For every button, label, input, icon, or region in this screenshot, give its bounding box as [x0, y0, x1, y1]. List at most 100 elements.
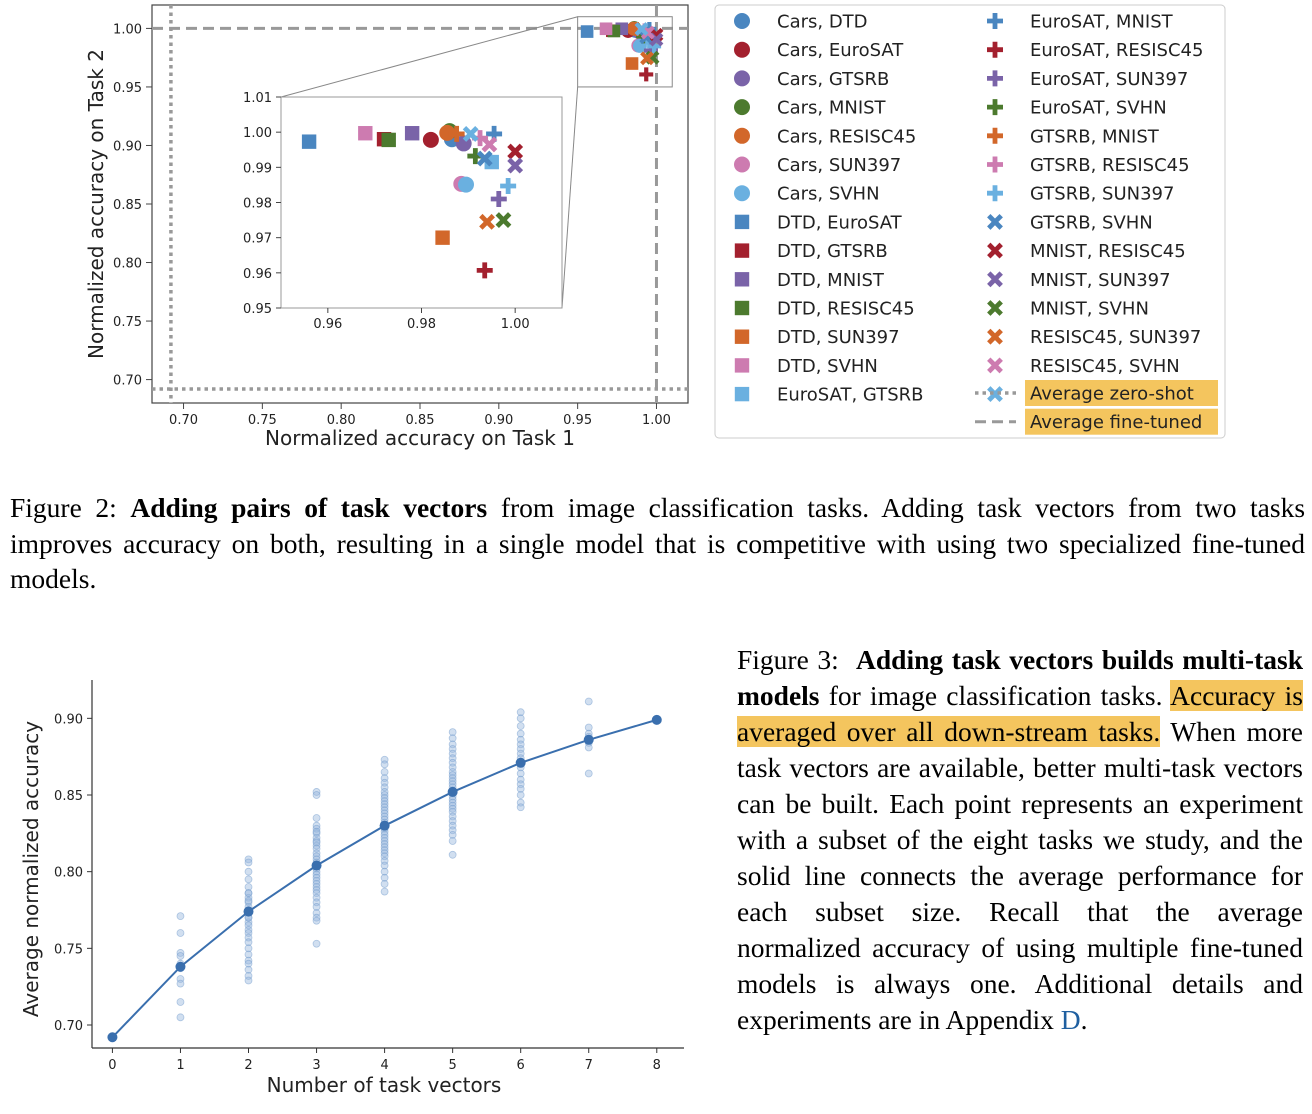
experiment-point — [380, 809, 389, 818]
x-tick-label: 1.00 — [642, 413, 671, 428]
average-point — [311, 860, 322, 871]
experiment-point — [380, 768, 389, 776]
x-tick-label: 0 — [108, 1058, 116, 1073]
y-tick-label: 0.75 — [113, 315, 142, 330]
experiment-point — [380, 846, 389, 855]
data-point — [625, 57, 639, 70]
legend: Cars, DTD Cars, EuroSAT Cars, GTSRB Cars, M… — [714, 4, 1226, 439]
x-tick-label: 1 — [176, 1058, 184, 1073]
scatter-inset-plot: 0.96 0.98 1.00 0.95 0.96 0.97 0.98 0.99 1.00 1.01 — [243, 16, 579, 332]
experiment-point — [380, 834, 389, 842]
legend-marker — [734, 214, 750, 230]
legend-label: DTD, EuroSAT — [777, 212, 903, 233]
experiment-point — [312, 788, 321, 796]
inset-data-point — [495, 212, 512, 229]
legend-box — [714, 4, 1226, 439]
experiment-point — [244, 858, 253, 867]
inset-y-tick-label: 0.98 — [243, 197, 272, 212]
data-point — [629, 21, 644, 36]
figure-3: 0 1 2 3 4 5 6 7 8 0.70 0.75 0.80 0.85 0.90 Number of t… — [19, 680, 684, 1097]
inset-data-point — [448, 125, 465, 142]
experiment-point — [312, 821, 321, 830]
figure-2: 0.70 0.75 0.80 0.85 0.90 0.95 1.00 0.70 0.75 0.80… — [84, 4, 1226, 450]
figure-3-text-1: for image classification tasks. — [828, 680, 1163, 711]
experiment-point — [584, 743, 593, 752]
inset-data-point — [358, 126, 373, 141]
figure-3-end: . — [1080, 1004, 1088, 1035]
experiment-point — [516, 708, 525, 717]
legend-marker — [987, 156, 1003, 173]
legend-label: DTD, RESISC45 — [777, 299, 915, 320]
appendix-link[interactable]: D — [1060, 1004, 1081, 1035]
legend-marker — [734, 185, 750, 202]
x-tick-label: 0.80 — [327, 413, 356, 428]
legend-marker — [734, 156, 750, 173]
experiment-point — [244, 965, 253, 974]
average-point — [583, 734, 594, 745]
data-point — [639, 67, 654, 82]
legend-marker — [734, 358, 750, 373]
experiment-point — [380, 837, 389, 845]
experiment-point — [312, 883, 321, 891]
experiment-point — [312, 880, 321, 888]
legend-marker — [987, 357, 1003, 374]
x-tick-label: 4 — [380, 1058, 388, 1073]
experiment-point — [448, 801, 457, 810]
experiment-point — [244, 976, 253, 985]
y-tick-label: 0.85 — [54, 789, 83, 804]
experiment-point — [312, 852, 321, 861]
inset-x-tick-label: 0.98 — [407, 317, 436, 332]
average-point — [651, 714, 662, 725]
x-tick-label: 0.90 — [484, 413, 513, 428]
experiment-point — [312, 827, 321, 836]
inset-y-tick-label: 0.95 — [243, 302, 272, 317]
experiment-point — [448, 768, 457, 776]
x-tick-label: 7 — [585, 1058, 593, 1073]
inset-data-point — [404, 126, 420, 141]
data-point — [599, 22, 613, 36]
legend-label: DTD, GTSRB — [777, 241, 888, 262]
inset-data-point — [462, 126, 479, 142]
legend-highlight — [1025, 408, 1218, 435]
y-tick-label: 1.00 — [113, 22, 142, 37]
experiment-point — [516, 769, 525, 778]
inset-data-point — [381, 132, 396, 148]
legend-marker — [734, 386, 750, 402]
experiment-point — [244, 889, 253, 898]
average-point — [447, 786, 458, 797]
experiment-point — [244, 944, 253, 953]
y-tick-label: 0.90 — [54, 712, 83, 727]
legend-label: Cars, DTD — [777, 12, 868, 33]
experiment-point — [312, 870, 321, 879]
figure-2-label: Figure 2: — [10, 492, 117, 523]
experiment-point — [448, 850, 457, 859]
data-point — [634, 22, 649, 36]
figure-3-bold-title: Adding task vectors builds multi-task mo… — [737, 644, 1303, 711]
legend-marker — [734, 41, 750, 58]
x-tick-label: 5 — [449, 1058, 457, 1073]
legend-label: GTSRB, RESISC45 — [1030, 155, 1190, 176]
experiment-point — [380, 812, 389, 821]
inset-y-tick-label: 0.96 — [243, 267, 272, 282]
experiment-point — [312, 873, 321, 882]
legend-marker — [987, 386, 1003, 403]
experiment-point — [380, 791, 389, 799]
x-tick-label: 0.75 — [248, 413, 277, 428]
figure-2-text: from image classification tasks. Adding … — [10, 492, 1306, 594]
legend-label: MNIST, SVHN — [1030, 299, 1149, 320]
x-tick-label: 0.85 — [406, 413, 435, 428]
experiment-point — [244, 938, 253, 947]
x-axis-label: Number of task vectors — [267, 1073, 502, 1097]
y-tick-label: 0.80 — [54, 866, 83, 881]
legend-marker — [987, 242, 1003, 259]
experiment-point — [380, 760, 389, 769]
legend-label: Cars, SUN397 — [777, 155, 901, 176]
experiment-point — [516, 714, 525, 723]
experiment-point — [312, 939, 321, 948]
experiment-point — [380, 830, 389, 839]
legend-label: MNIST, SUN397 — [1030, 270, 1171, 291]
inset-x-tick-label: 0.96 — [313, 317, 342, 332]
experiment-point — [312, 903, 321, 911]
experiment-point — [176, 929, 185, 937]
legend-marker — [734, 13, 750, 29]
